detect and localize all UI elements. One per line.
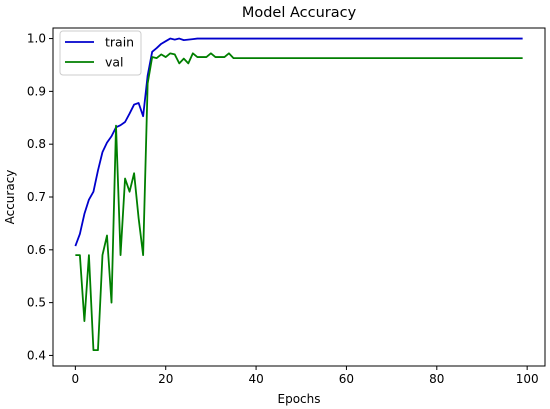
series-line-train xyxy=(74,37,523,247)
x-tick-label: 80 xyxy=(429,372,444,386)
y-tick-label: 0.6 xyxy=(27,243,46,257)
x-tick-label: 100 xyxy=(516,372,539,386)
y-axis-title: Accuracy xyxy=(3,170,17,225)
y-tick-label: 0.4 xyxy=(27,348,46,362)
chart-title: Model Accuracy xyxy=(242,5,357,21)
x-tick-label: 40 xyxy=(248,372,263,386)
y-tick-label: 0.7 xyxy=(27,190,46,204)
legend-label-train: train xyxy=(105,35,134,50)
y-tick-label: 0.8 xyxy=(27,137,46,151)
x-tick-label: 60 xyxy=(339,372,354,386)
y-tick-label: 1.0 xyxy=(27,32,46,46)
legend-label-val: val xyxy=(105,55,124,70)
x-axis-title: Epochs xyxy=(278,392,321,406)
plot-frame xyxy=(52,27,546,367)
series-lines xyxy=(74,37,523,352)
series-line-val xyxy=(75,52,523,352)
legend: train val xyxy=(59,30,142,76)
y-axis-ticks: 0.4 0.5 0.6 0.7 0.8 0.9 1.0 xyxy=(27,32,53,362)
x-tick-label: 20 xyxy=(158,372,173,386)
x-axis-ticks: 0 20 40 60 80 100 xyxy=(72,366,539,386)
y-tick-label: 0.5 xyxy=(27,296,46,310)
y-tick-label: 0.9 xyxy=(27,84,46,98)
x-tick-label: 0 xyxy=(72,372,80,386)
